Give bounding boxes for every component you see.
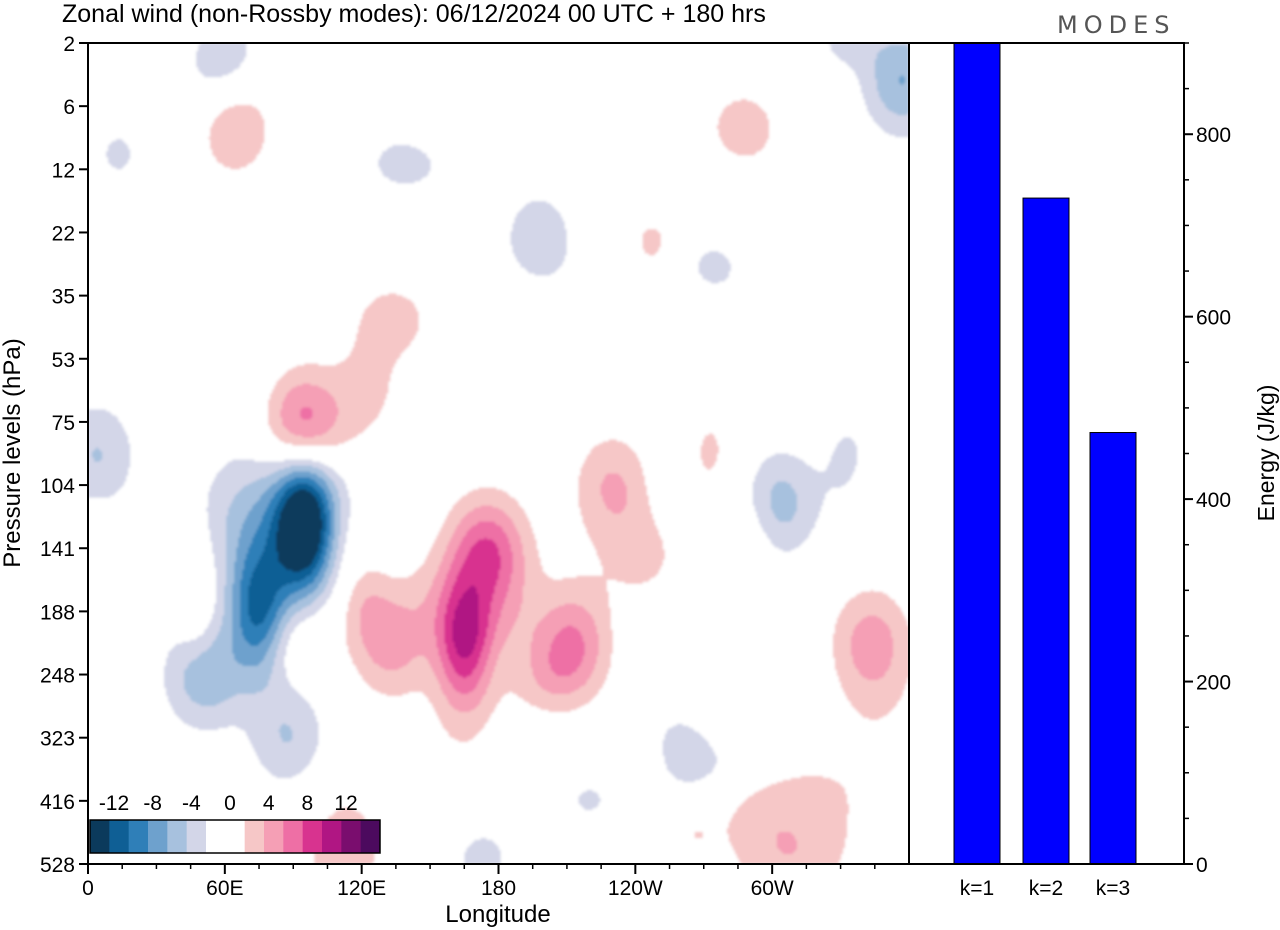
bar-category-label: k=2	[1029, 877, 1063, 900]
y-tick-label: 6	[63, 96, 75, 119]
colorbar-swatch	[167, 820, 188, 853]
colorbar-swatch	[360, 820, 381, 853]
x-tick-label: 0	[82, 877, 94, 900]
y-tick-label: 35	[52, 286, 75, 309]
colorbar-swatch	[206, 820, 226, 853]
colorbar-swatch	[90, 820, 110, 853]
y-tick-label: 528	[40, 854, 75, 877]
energy-tick-label: 0	[1196, 854, 1208, 877]
energy-tick-label: 400	[1196, 489, 1231, 512]
y-tick-label: 248	[40, 665, 75, 688]
colorbar-swatch	[322, 820, 342, 853]
y-tick-label: 22	[52, 222, 75, 245]
y-tick-label: 12	[52, 159, 75, 182]
colorbar-label: 8	[301, 792, 313, 815]
energy-bar-chart: k=1 k=2 k=3	[953, 42, 1137, 900]
colorbar-swatch	[225, 820, 246, 853]
energy-bar	[1089, 432, 1137, 865]
colorbar-label: -4	[182, 792, 201, 815]
y-tick-label: 188	[40, 601, 75, 624]
y-axis: 2 6 12 22 35 53 75 104 141 188 248 323 416 528	[40, 33, 88, 877]
x-tick-label: 120W	[608, 877, 663, 900]
bar-category-label: k=1	[960, 877, 994, 900]
colorbar-label: 0	[224, 792, 236, 815]
contour-plot	[88, 43, 909, 864]
y-tick-label: 53	[52, 349, 75, 372]
y-axis-label: Pressure levels (hPa)	[0, 338, 26, 567]
colorbar-swatch	[128, 820, 149, 853]
x-tick-label: 60W	[751, 877, 794, 900]
colorbar-swatch	[244, 820, 265, 853]
x-axis: 0 60E 120E 180 120W 60W	[82, 864, 876, 900]
colorbar-label: 12	[334, 792, 357, 815]
colorbar-swatch	[283, 820, 304, 853]
chart-title: Zonal wind (non-Rossby modes): 06/12/202…	[62, 0, 766, 28]
energy-bar	[1022, 197, 1070, 865]
bar-category-label: k=3	[1096, 877, 1130, 900]
x-axis-label: Longitude	[445, 901, 550, 928]
x-tick-label: 120E	[337, 877, 386, 900]
y-tick-label: 141	[40, 538, 75, 561]
colorbar-swatch	[302, 820, 323, 853]
energy-axis-label: Energy (J/kg)	[1253, 385, 1279, 522]
y-tick-label: 2	[63, 33, 75, 56]
colorbar-frame	[89, 819, 381, 854]
y-tick-label: 416	[40, 791, 75, 814]
modes-logo: MODES	[1057, 11, 1175, 39]
colorbar-swatch	[186, 820, 207, 853]
colorbar-swatch	[341, 820, 362, 853]
y-tick-label: 75	[52, 412, 75, 435]
y-tick-label: 323	[40, 728, 75, 751]
colorbar-label: -12	[99, 792, 129, 815]
colorbar-swatch	[109, 820, 130, 853]
colorbar-label: 4	[263, 792, 275, 815]
energy-bar	[953, 42, 1001, 865]
colorbar: -12 -8 -4 0 4 8 12	[89, 792, 381, 854]
wind-field	[88, 43, 909, 864]
x-tick-label: 60E	[206, 877, 243, 900]
energy-tick-label: 600	[1196, 307, 1231, 330]
colorbar-swatch	[148, 820, 168, 853]
colorbar-swatch	[264, 820, 284, 853]
y-tick-label: 104	[40, 475, 75, 498]
x-tick-label: 180	[481, 877, 516, 900]
energy-tick-label: 200	[1196, 672, 1231, 695]
energy-tick-label: 800	[1196, 124, 1231, 147]
energy-y-axis: 0 200 400 600 800	[1184, 42, 1231, 877]
colorbar-label: -8	[143, 792, 162, 815]
